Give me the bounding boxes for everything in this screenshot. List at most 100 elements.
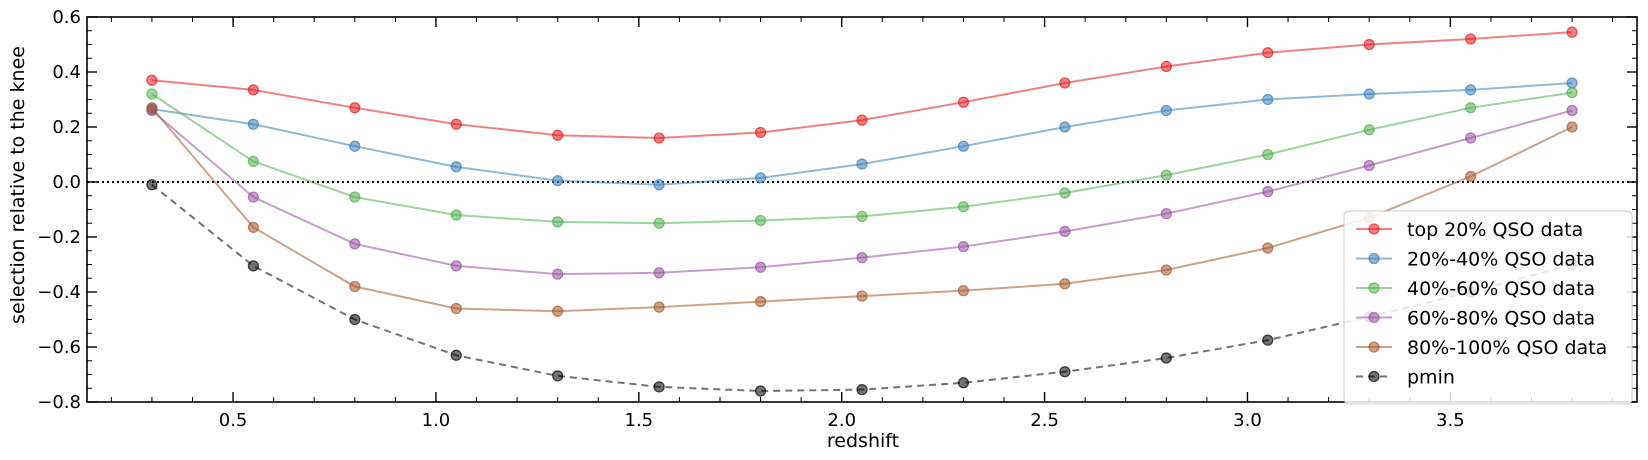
data-point	[856, 384, 868, 396]
legend-label: 80%-100% QSO data	[1407, 337, 1607, 359]
legend-marker	[1368, 252, 1380, 265]
y-axis-label: selection relative to the knee	[7, 46, 29, 324]
data-point	[1059, 225, 1071, 238]
legend-label: 40%-60% QSO data	[1407, 278, 1595, 300]
data-point	[754, 296, 767, 308]
data-point	[1160, 208, 1172, 220]
data-point	[247, 191, 259, 203]
data-point	[653, 267, 665, 279]
data-point	[1160, 104, 1172, 117]
data-point	[1262, 334, 1274, 346]
data-point	[349, 313, 361, 326]
series-5	[146, 179, 1578, 397]
data-point	[247, 118, 259, 130]
data-point	[957, 96, 970, 108]
data-point	[1566, 104, 1578, 117]
y-tick-label: 0.0	[52, 172, 81, 193]
y-tick-label: −0.4	[37, 282, 81, 303]
legend: top 20% QSO data 20%-40% QSO data 40%-60% …	[1343, 210, 1633, 405]
data-point	[754, 126, 767, 139]
data-point	[552, 305, 564, 317]
data-point	[146, 88, 158, 100]
data-point	[653, 217, 665, 229]
legend-marker	[1368, 282, 1380, 294]
data-point	[1160, 169, 1172, 181]
data-point	[653, 179, 665, 191]
data-point	[856, 252, 868, 264]
data-point	[1262, 93, 1274, 106]
data-point	[957, 377, 970, 389]
data-point	[349, 102, 361, 114]
data-point	[1160, 60, 1172, 73]
data-point	[1465, 33, 1477, 45]
legend-box	[1343, 210, 1633, 405]
data-point	[856, 158, 868, 170]
legend-label: pmin	[1407, 367, 1455, 389]
y-tick-label: 0.6	[52, 7, 81, 28]
data-point	[349, 280, 361, 293]
series-layer	[146, 26, 1578, 397]
data-point	[247, 84, 259, 96]
data-point	[349, 238, 361, 250]
x-tick-label: 1.0	[422, 410, 451, 431]
data-point	[754, 385, 767, 397]
data-point	[653, 381, 665, 393]
legend-item: 60%-80% QSO data	[1356, 308, 1595, 330]
data-point	[754, 214, 767, 227]
series-1	[146, 77, 1578, 191]
data-point	[552, 216, 564, 228]
series-3	[146, 104, 1578, 280]
data-point	[552, 129, 564, 141]
data-point	[552, 175, 564, 187]
data-point	[653, 132, 665, 144]
data-point	[957, 140, 970, 152]
legend-item: top 20% QSO data	[1356, 219, 1583, 241]
data-point	[247, 155, 259, 167]
legend-label: 60%-80% QSO data	[1407, 308, 1595, 330]
data-point	[856, 210, 868, 222]
legend-item: pmin	[1356, 367, 1455, 389]
data-point	[450, 118, 462, 130]
data-point	[653, 301, 665, 313]
data-point	[1566, 121, 1578, 133]
y-tick-label: −0.6	[37, 337, 81, 358]
data-point	[754, 172, 767, 184]
data-point	[856, 290, 868, 302]
data-point	[957, 201, 970, 213]
data-point	[1059, 187, 1071, 199]
x-tick-label: 1.5	[625, 410, 654, 431]
x-tick-label: 2.0	[827, 410, 856, 431]
legend-marker	[1368, 370, 1380, 383]
data-point	[450, 260, 462, 272]
series-0	[146, 26, 1578, 144]
y-tick-label: 0.4	[52, 62, 81, 83]
data-point	[1059, 121, 1071, 133]
x-tick-label: 2.5	[1030, 410, 1059, 431]
data-point	[1363, 159, 1375, 172]
legend-marker	[1368, 311, 1380, 324]
y-tick-label: −0.2	[37, 227, 81, 248]
data-point	[1059, 278, 1071, 290]
x-tick-label: 0.5	[219, 410, 248, 431]
data-point	[247, 221, 259, 233]
data-point	[349, 191, 361, 203]
data-point	[856, 114, 868, 126]
data-point	[1059, 77, 1071, 89]
data-point	[1059, 366, 1071, 378]
data-point	[450, 302, 462, 315]
x-axis-label: redshift	[827, 430, 899, 452]
data-point	[957, 285, 970, 297]
ticks-layer: 0.5 1.0 1.5 2.0 2.5 3.0 3.5 −0.8 −0.6 −0.4 −0.2 0.0…	[37, 7, 1637, 431]
data-point	[1363, 88, 1375, 100]
legend-item: 20%-40% QSO data	[1356, 249, 1595, 271]
data-point	[957, 241, 970, 253]
data-point	[1262, 242, 1274, 254]
x-tick-label: 3.5	[1436, 410, 1465, 431]
y-tick-label: 0.2	[52, 117, 81, 138]
data-point	[450, 209, 462, 221]
legend-marker	[1368, 341, 1380, 353]
legend-item: 80%-100% QSO data	[1356, 337, 1607, 359]
data-point	[146, 74, 158, 86]
legend-label: top 20% QSO data	[1407, 219, 1583, 241]
